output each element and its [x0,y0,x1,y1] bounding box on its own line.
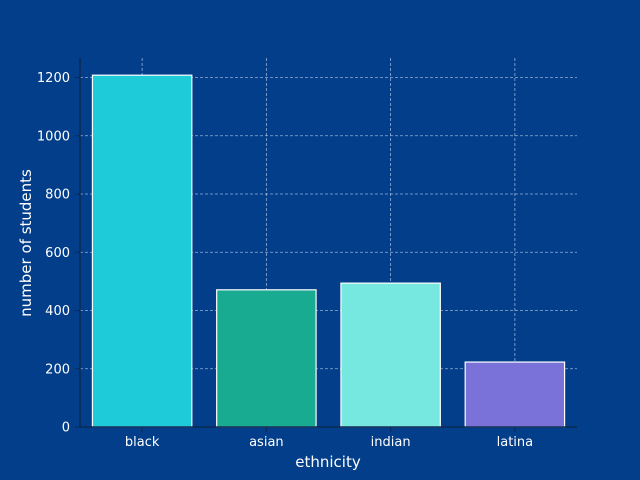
y-tick-label: 400 [45,304,70,319]
y-tick-label: 1200 [37,71,70,86]
y-tick-label: 0 [62,421,70,436]
bar-black [91,74,193,428]
x-tick-label-black: black [125,435,160,450]
y-ticks: 0 200 400 600 800 1000 1200 [37,71,80,436]
y-tick-label: 200 [45,362,70,377]
y-tick-label: 800 [45,188,70,203]
axes [79,58,577,428]
x-tick-label-asian: asian [249,435,284,450]
x-tick-label-indian: indian [371,435,411,450]
bar-latina [464,361,566,428]
bar-indian [340,282,441,428]
y-axis-label: number of students [17,169,35,317]
y-tick-label: 600 [45,246,70,261]
bar-asian [216,289,317,428]
x-tick-label-latina: latina [497,435,534,450]
bars [91,74,566,428]
y-tick-label: 1000 [37,129,70,144]
x-ticks: black asian indian latina [125,427,533,450]
x-axis-label: ethnicity [295,453,361,471]
